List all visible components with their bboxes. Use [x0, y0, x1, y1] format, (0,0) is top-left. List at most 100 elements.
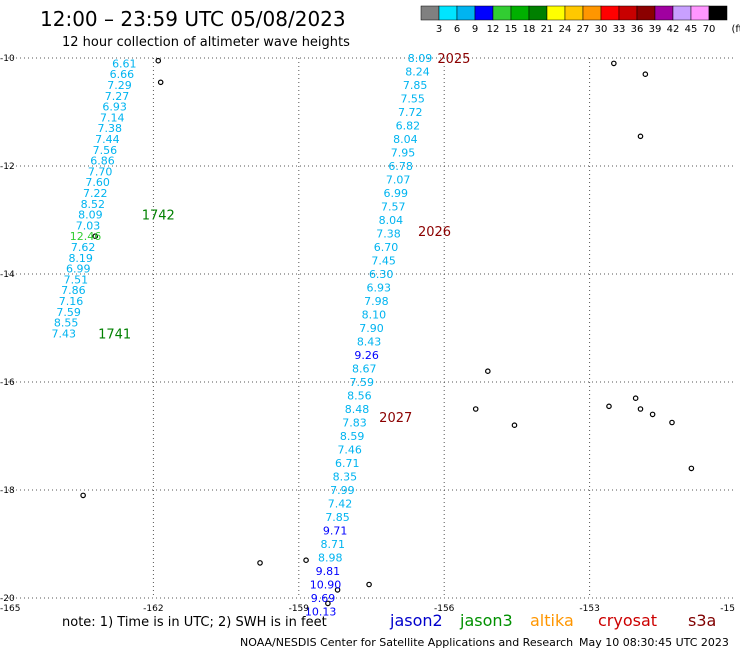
swh-value: 7.03 [76, 219, 101, 232]
swh-value: 7.83 [342, 417, 367, 430]
swh-value: 8.24 [405, 66, 430, 79]
colorbar-label: 21 [541, 24, 554, 35]
chart-title: 12:00 – 23:59 UTC 05/08/2023 [40, 7, 346, 31]
swh-value: 7.86 [61, 284, 86, 297]
satellite-legend-entry: altika [530, 611, 574, 630]
island-marker [472, 406, 479, 412]
swh-value: 7.57 [381, 201, 406, 214]
swh-value: 8.04 [379, 214, 404, 227]
colorbar-label: 12 [487, 24, 500, 35]
swh-value: 7.62 [71, 241, 96, 254]
colorbar-label: 6 [454, 24, 460, 35]
swh-value: 7.46 [337, 444, 362, 457]
swh-value: 7.85 [403, 79, 428, 92]
swh-value: 7.55 [400, 93, 425, 106]
swh-value: 7.90 [359, 322, 384, 335]
y-tick-label: -10 [0, 54, 15, 64]
colorbar-label: 30 [595, 24, 608, 35]
swh-value: 6.30 [369, 268, 394, 281]
y-tick-label: -18 [0, 486, 15, 496]
island-marker [511, 422, 518, 429]
swh-value: 8.56 [347, 390, 372, 403]
island-outlines [80, 57, 695, 607]
island-marker [637, 133, 644, 140]
colorbar-label: 33 [613, 24, 626, 35]
swh-value: 6.70 [374, 241, 399, 254]
swh-value: 8.52 [81, 198, 106, 211]
swh-value: 6.82 [396, 120, 421, 133]
swh-value: 7.99 [330, 484, 355, 497]
swh-value: 6.99 [66, 263, 91, 276]
colorbar-swatch [474, 5, 494, 21]
swh-value: 7.95 [391, 147, 416, 160]
swh-value: 7.14 [100, 111, 125, 124]
swh-value: 6.86 [90, 155, 115, 168]
swh-value: 8.67 [352, 363, 377, 376]
island-marker [155, 57, 162, 64]
swh-value: 9.71 [323, 525, 348, 538]
colorbar-swatch [690, 5, 710, 21]
chart-subtitle: 12 hour collection of altimeter wave hei… [62, 35, 350, 50]
swh-value: 8.09 [408, 52, 433, 65]
x-tick-label: -162 [143, 604, 163, 614]
colorbar-swatch [600, 5, 620, 21]
track-time-labels: 1742 1741 2025 2026 2027 [98, 52, 470, 426]
swh-value: 8.10 [362, 309, 387, 322]
swh-value: 8.98 [318, 552, 343, 565]
swh-value: 6.99 [383, 187, 408, 200]
swh-value-labels: 6.616.667.297.276.937.147.387.447.566.86… [51, 52, 432, 619]
colorbar-label: 45 [685, 24, 698, 35]
x-tick-label: -165 [0, 604, 20, 614]
colorbar-swatch [420, 5, 440, 21]
swh-value: 7.59 [350, 376, 375, 389]
swh-value: 7.29 [107, 79, 132, 92]
colorbar-swatch [708, 5, 728, 21]
swh-value: 7.56 [93, 144, 118, 157]
swh-value: 9.81 [316, 565, 341, 578]
satellite-legend: jason2 jason3 altika cryosat s3a [389, 611, 716, 630]
swh-value: 8.55 [54, 317, 79, 330]
swh-value: 7.22 [83, 187, 108, 200]
swh-value: 7.07 [386, 174, 411, 187]
swh-value: 8.09 [78, 209, 103, 222]
swh-value: 9.69 [311, 592, 336, 605]
x-tick-label: -159 [289, 604, 310, 614]
swh-value: 7.42 [328, 498, 353, 511]
island-marker [325, 600, 331, 607]
island-marker [485, 368, 491, 375]
swh-value: 7.44 [95, 133, 120, 146]
colorbar-label: 18 [523, 24, 536, 35]
satellite-legend-entry: cryosat [598, 611, 657, 630]
track-time-label: 1741 [98, 327, 131, 342]
island-marker [334, 587, 341, 593]
island-marker [632, 395, 639, 402]
swh-value: 8.48 [345, 403, 370, 416]
track-time-label: 1742 [142, 209, 175, 224]
colorbar-swatch [546, 5, 566, 21]
swh-value: 7.38 [98, 122, 123, 135]
island-marker [92, 233, 99, 240]
swh-value: 6.93 [102, 101, 127, 114]
swh-value: 7.59 [56, 306, 81, 319]
colorbar-swatch [438, 5, 458, 21]
island-marker [157, 79, 164, 86]
swh-value: 7.72 [398, 106, 423, 119]
swh-value: 7.51 [64, 273, 89, 286]
swh-value: 7.16 [59, 295, 84, 308]
island-marker [669, 419, 675, 426]
colorbar-label: 39 [649, 24, 662, 35]
colorbar-label: 42 [667, 24, 680, 35]
colorbar-label: 36 [631, 24, 644, 35]
swh-value: 7.45 [371, 255, 396, 268]
track-time-label: 2026 [418, 225, 451, 240]
swh-value: 6.71 [335, 457, 360, 470]
swh-value: 9.26 [354, 349, 379, 362]
footer-timestamp: May 10 08:30:45 UTC 2023 [579, 636, 729, 649]
swh-value: 8.59 [340, 430, 365, 443]
colorbar-label: 15 [505, 24, 518, 35]
colorbar-unit: (ft) [731, 24, 740, 35]
colorbar-swatch [564, 5, 584, 21]
x-tick-label: -15 [720, 604, 735, 614]
